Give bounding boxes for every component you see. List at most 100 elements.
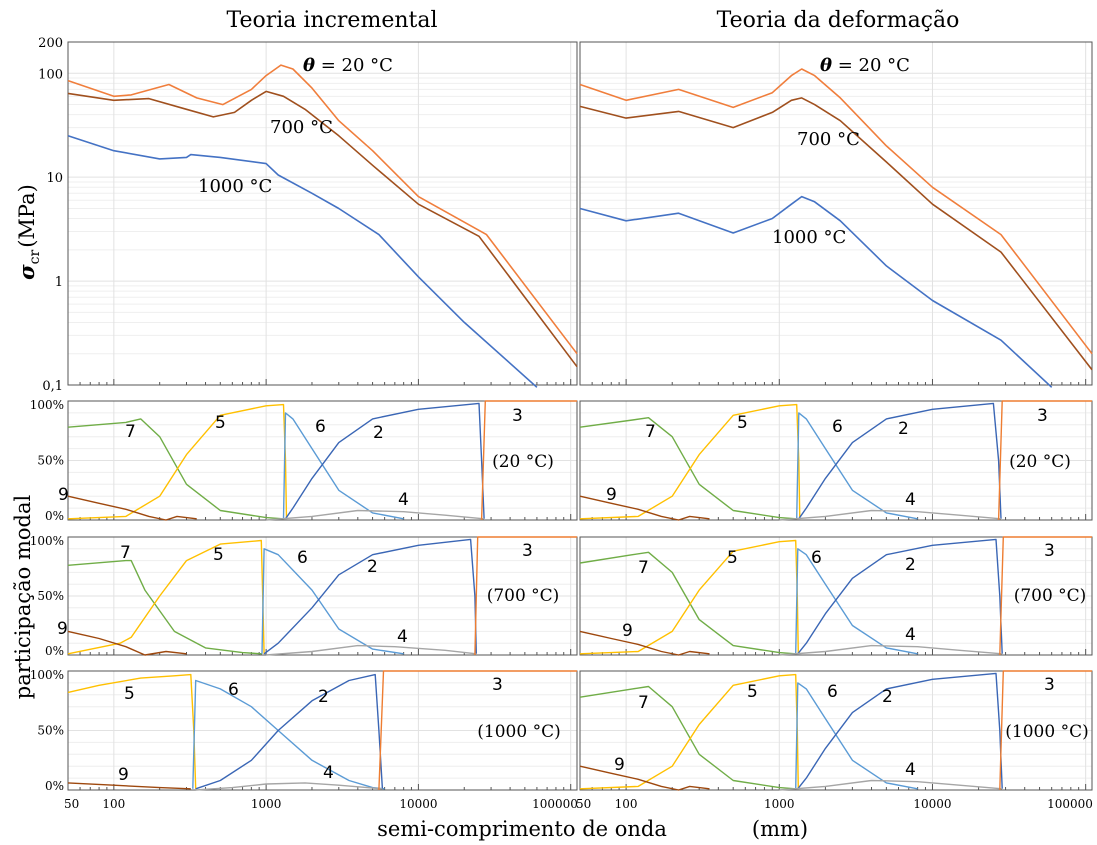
- y-tick-label: 100%: [30, 534, 64, 548]
- mode-2-curve: [195, 673, 384, 790]
- y-label-stress-sub: cr: [27, 249, 43, 264]
- mode-2-label: 2: [898, 419, 909, 439]
- label-700c-incremental: 700 °C: [270, 117, 333, 138]
- curve-20c: [67, 64, 578, 355]
- mode-2-label: 2: [318, 687, 329, 707]
- x-tick-label: 100: [615, 797, 638, 811]
- y-tick-label: 1: [55, 275, 63, 290]
- mode-2-curve: [263, 538, 477, 655]
- label-20c-incremental: θ = 20 °C: [303, 55, 393, 76]
- mode-7-label: 7: [120, 543, 131, 563]
- x-axis-unit: (mm): [752, 817, 808, 841]
- theta-symbol: θ: [303, 55, 315, 76]
- mode-2-curve: [284, 402, 485, 520]
- temperature-label: (20 °C): [1009, 452, 1071, 472]
- mode-7-label: 7: [125, 422, 136, 442]
- mode-3-label: 3: [522, 541, 533, 561]
- mode-2-label: 2: [882, 687, 893, 707]
- mode-6-curve: [261, 548, 404, 655]
- mode-9-label: 9: [606, 485, 617, 505]
- mode-3-curve: [480, 400, 577, 521]
- plot-frame: [67, 41, 578, 386]
- mode-9-curve: [579, 630, 710, 656]
- y-label-modal: participação modal: [11, 495, 35, 700]
- mode-3-label: 3: [1044, 541, 1055, 561]
- mode-9-curve: [67, 782, 191, 790]
- mode-3-curve: [474, 536, 577, 656]
- mode-7-curve: [579, 551, 796, 655]
- mode-5-label: 5: [727, 548, 738, 568]
- mode-2-curve: [798, 402, 1002, 520]
- plot-frame: [579, 400, 1093, 521]
- modal-panel-700c-incremental: 7 5 6 2 4 9 3 (700 °C) 100% 50% 0%: [30, 534, 578, 658]
- mode-5-label: 5: [737, 413, 748, 433]
- mode-3-curve: [997, 400, 1092, 521]
- mode-9-curve: [67, 630, 187, 656]
- svg-text:σcr(MPa): σcr(MPa): [14, 184, 43, 280]
- modal-panel-20c-incremental: 7 5 6 2 4 9 3 (20 °C) 100% 50% 0%: [30, 398, 578, 523]
- mode-9-curve: [579, 495, 710, 521]
- mode-7-curve: [579, 417, 797, 520]
- mode-2-label: 2: [905, 555, 916, 575]
- plot-frame: [67, 400, 578, 521]
- temperature-label: (700 °C): [487, 586, 560, 606]
- modal-panel-1000c-deformacao: 7 5 6 2 4 9 3 (1000 °C): [579, 670, 1093, 791]
- curve-1000c: [579, 195, 1053, 388]
- y-tick-label: 100%: [30, 398, 64, 412]
- mode-3-label: 3: [1044, 675, 1055, 695]
- temperature-label: (700 °C): [1014, 586, 1087, 606]
- label-700c-deformacao: 700 °C: [797, 129, 860, 150]
- label-1000c-incremental: 1000 °C: [198, 176, 272, 197]
- mode-4-label: 4: [323, 763, 334, 783]
- y-tick-label: 100%: [30, 668, 64, 682]
- x-axis-label: semi-comprimento de onda: [377, 817, 667, 841]
- mode-7-label: 7: [638, 693, 649, 713]
- mode-9-curve: [579, 765, 710, 791]
- plot-frame: [579, 670, 1093, 791]
- y-tick-label: 50%: [37, 454, 64, 468]
- theta-value: = 20 °C: [315, 55, 393, 76]
- y-label-stress-unit: (MPa): [15, 184, 39, 248]
- mode-9-label: 9: [58, 485, 69, 505]
- mode-9-curve: [67, 495, 197, 521]
- y-tick-label: 0%: [45, 644, 64, 658]
- mode-2-curve: [797, 672, 1003, 790]
- x-tick-labels-deformacao: 50 100 1000 10000 100000: [576, 797, 1093, 811]
- mode-4-curve: [195, 782, 383, 791]
- mode-5-label: 5: [213, 545, 224, 565]
- curve-700c: [67, 90, 578, 368]
- theta-symbol: θ: [820, 55, 832, 76]
- mode-7-label: 7: [645, 422, 656, 442]
- mode-5-curve: [67, 403, 288, 520]
- mode-6-label: 6: [827, 682, 838, 702]
- mode-6-curve: [795, 548, 918, 655]
- mode-4-curve: [779, 779, 1003, 791]
- mode-9-label: 9: [118, 765, 129, 785]
- plot-frame: [67, 670, 578, 791]
- y-tick-label: 10: [46, 171, 63, 186]
- curve-1000c: [67, 135, 538, 388]
- mode-3-curve: [999, 536, 1092, 656]
- mode-6-curve: [796, 412, 918, 520]
- mode-6-curve: [192, 679, 385, 790]
- mode-5-label: 5: [124, 684, 135, 704]
- mode-5-label: 5: [747, 682, 758, 702]
- col-title-incremental: Teoria incremental: [227, 8, 438, 33]
- curve-700c: [579, 97, 1093, 371]
- x-tick-label: 10000: [399, 797, 437, 811]
- mode-3-curve: [999, 670, 1092, 791]
- mode-4-curve: [779, 644, 1003, 656]
- label-20c-deformacao: θ = 20 °C: [820, 55, 910, 76]
- y-tick-label: 100: [38, 67, 63, 82]
- plot-frame: [67, 536, 578, 656]
- y-tick-label: 50%: [37, 724, 64, 738]
- mode-3-curve: [378, 670, 577, 791]
- y-tick-label: 0,1: [42, 379, 63, 394]
- y-tick-label: 0%: [45, 509, 64, 523]
- mode-6-curve: [282, 412, 404, 520]
- modal-panel-1000c-incremental: 5 6 2 4 9 3 (1000 °C) 100% 50% 0%: [30, 668, 578, 793]
- mode-6-label: 6: [832, 417, 843, 437]
- theta-value: = 20 °C: [832, 55, 910, 76]
